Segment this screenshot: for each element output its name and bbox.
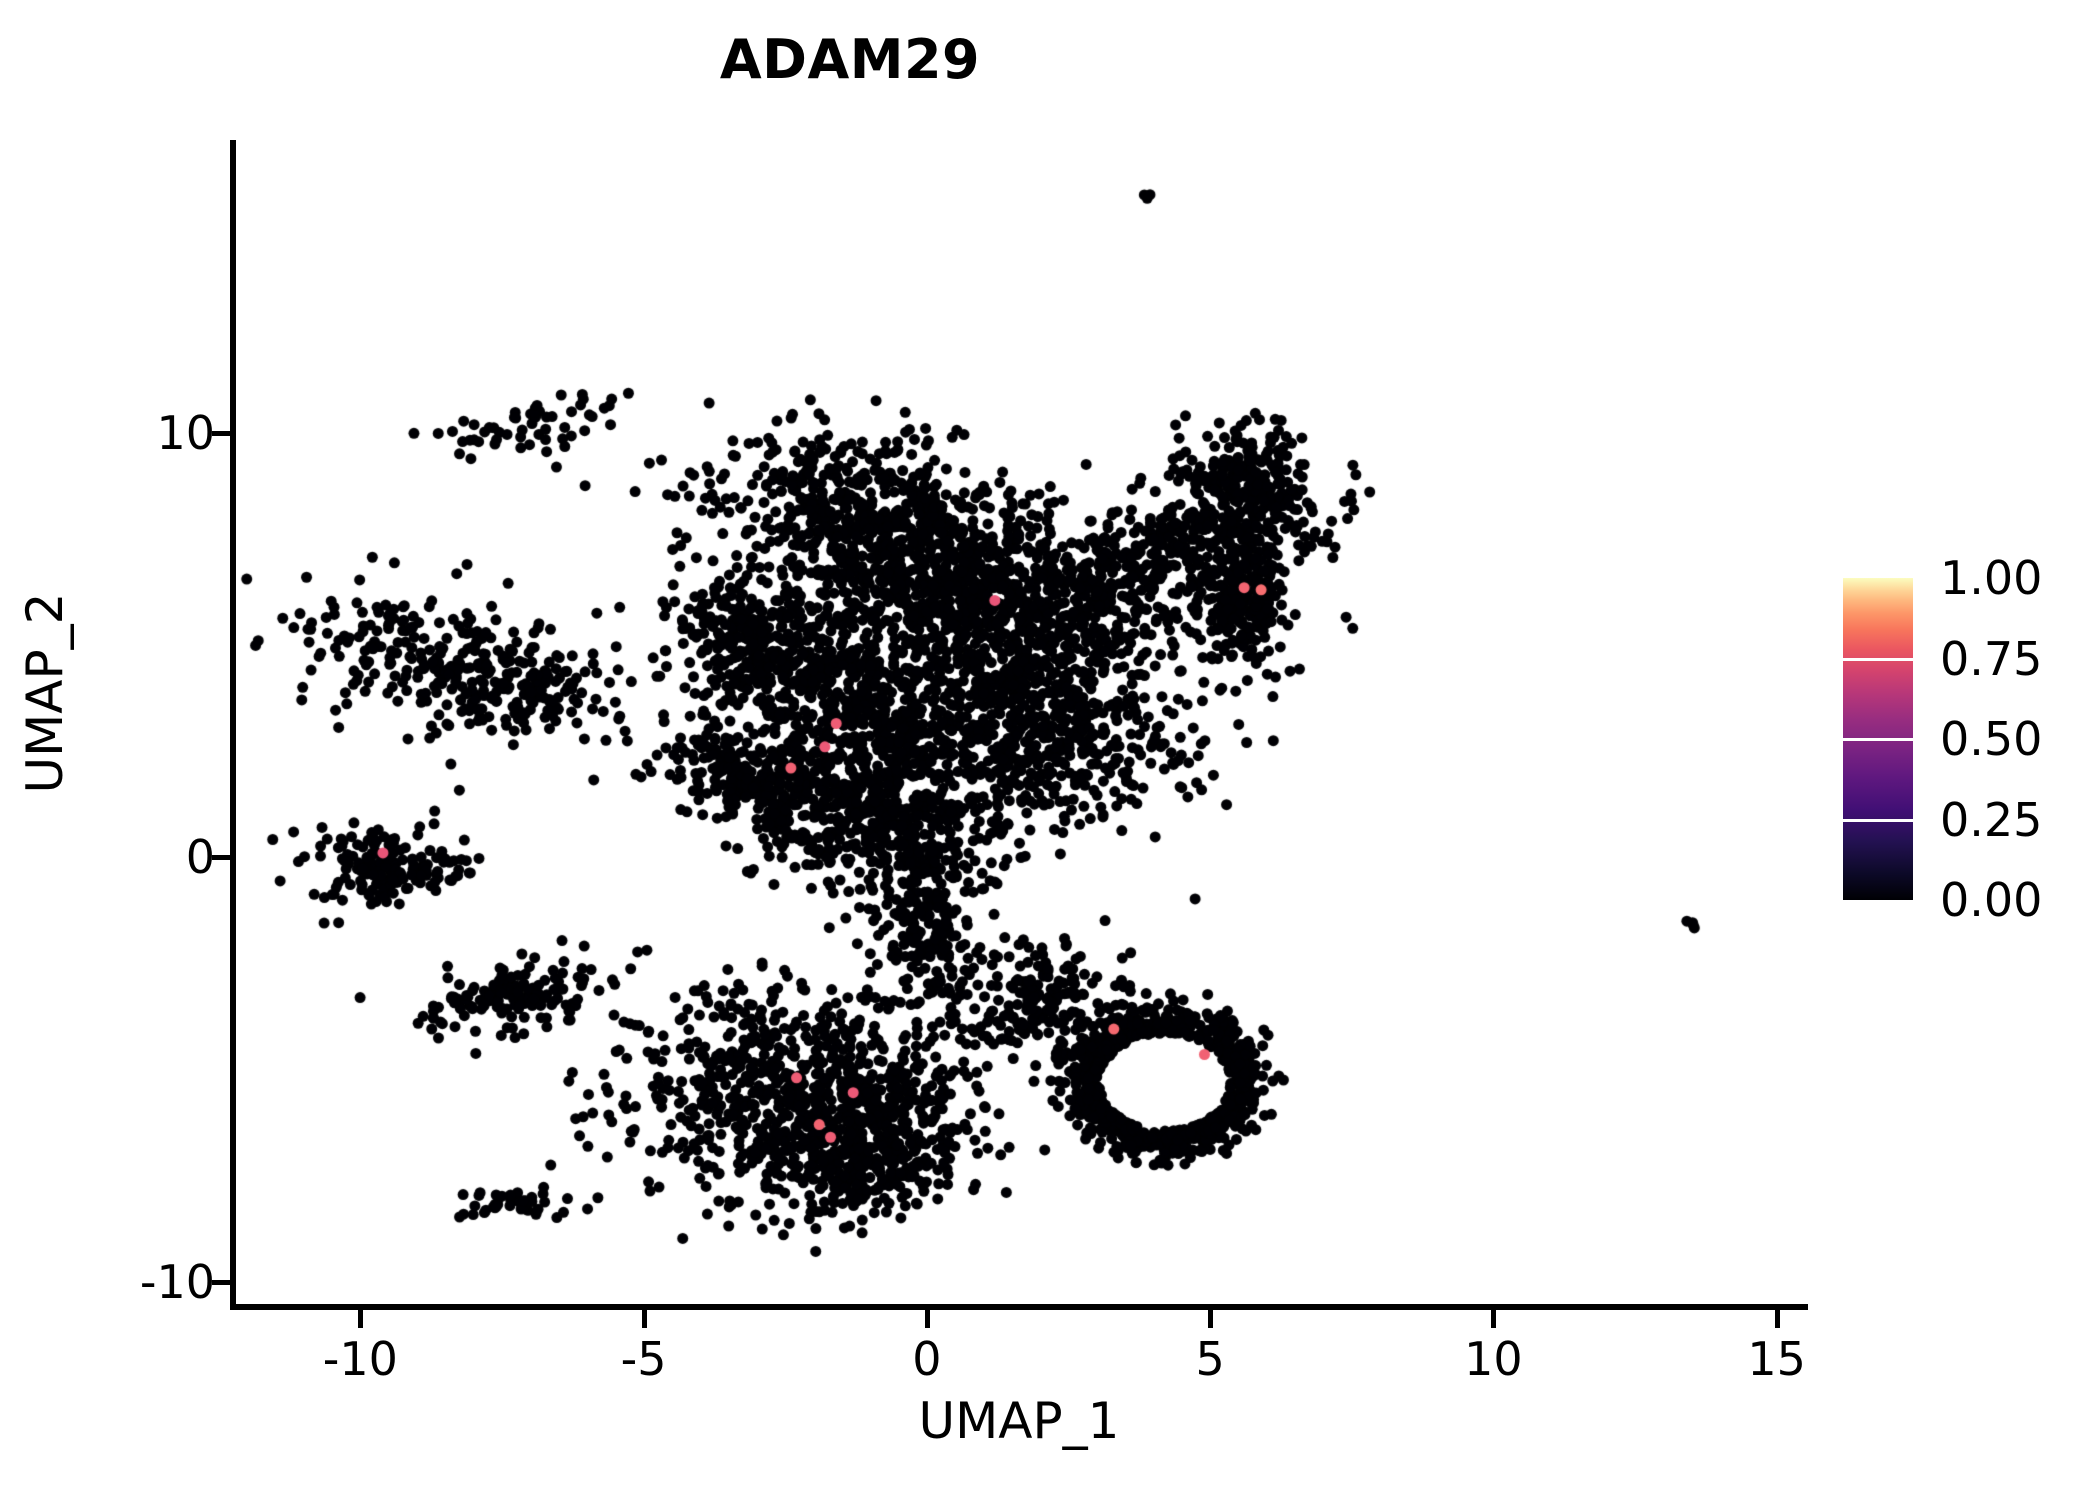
x-axis-spine [230,1304,1808,1310]
x-tick-10 [1491,1310,1497,1328]
y-tick-0 [212,855,230,861]
y-tick-label: 0 [185,830,215,885]
x-tick--10 [358,1310,364,1328]
colorbar-tick-label: 0.00 [1940,873,2043,927]
colorbar-tick [1843,657,1913,661]
x-tick--5 [641,1310,647,1328]
colorbar [1843,578,1913,900]
colorbar-tick-label: 0.25 [1940,792,2043,847]
x-tick-label: 15 [1747,1332,1806,1386]
y-tick-label: 10 [156,405,215,460]
x-tick-label: 10 [1464,1332,1523,1386]
page-title: ADAM29 [719,28,981,91]
x-tick-label: 5 [1195,1332,1225,1386]
y-axis-label: UMAP_2 [16,592,74,794]
x-tick-5 [1208,1310,1214,1328]
plot-area [230,140,1805,1307]
colorbar-tick-label: 1.00 [1940,551,2043,605]
x-axis-label: UMAP_1 [918,1392,1120,1450]
colorbar-tick [1843,738,1913,741]
y-tick-label: -10 [139,1254,215,1309]
x-tick-label: -5 [620,1332,667,1386]
y-tick-10 [212,430,230,436]
x-tick-15 [1774,1310,1780,1328]
umap-scatter-canvas [230,140,1805,1307]
colorbar-tick-label: 0.50 [1940,712,2043,766]
y-tick--10 [212,1279,230,1285]
x-tick-0 [924,1310,930,1328]
colorbar-tick-label: 0.75 [1940,631,2043,686]
y-axis-spine [230,140,236,1310]
x-tick-label: 0 [912,1332,942,1386]
colorbar-tick [1843,818,1913,822]
x-tick-label: -10 [322,1332,398,1386]
